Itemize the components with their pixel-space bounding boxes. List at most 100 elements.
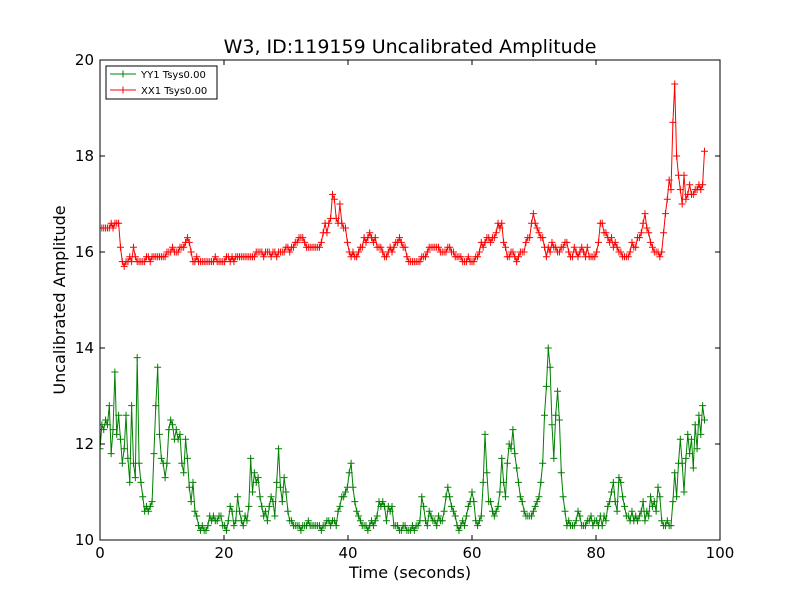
data-point-yy1	[230, 522, 238, 530]
data-point-yy1	[252, 478, 260, 486]
x-tick-label: 100	[706, 544, 735, 562]
x-tick-label: 0	[95, 544, 105, 562]
data-point-yy1	[204, 522, 212, 530]
data-point-xx1	[676, 186, 684, 194]
data-point-xx1	[342, 224, 350, 232]
data-point-xx1	[591, 253, 599, 261]
data-point-yy1	[647, 493, 655, 501]
data-point-yy1	[217, 512, 225, 520]
data-point-yy1	[581, 522, 589, 530]
data-point-yy1	[570, 522, 578, 530]
data-point-yy1	[124, 454, 132, 462]
data-point-yy1	[474, 522, 482, 530]
data-point-yy1	[226, 502, 234, 510]
y-tick-label: 10	[75, 531, 94, 549]
data-point-xx1	[658, 248, 666, 256]
data-point-xx1	[699, 181, 707, 189]
data-point-yy1	[100, 426, 108, 434]
data-point-yy1	[342, 488, 350, 496]
data-point-yy1	[356, 517, 364, 525]
data-point-yy1	[102, 416, 110, 424]
data-point-yy1	[228, 507, 236, 515]
data-point-yy1	[552, 411, 560, 419]
data-point-yy1	[477, 512, 485, 520]
data-point-yy1	[682, 454, 690, 462]
data-point-yy1	[239, 522, 247, 530]
data-point-yy1	[161, 474, 169, 482]
data-point-xx1	[548, 238, 556, 246]
data-point-yy1	[401, 522, 409, 530]
data-point-yy1	[516, 493, 524, 501]
data-point-xx1	[487, 238, 495, 246]
legend-label-xx1: XX1 Tsys0.00	[141, 86, 207, 97]
data-point-xx1	[457, 253, 465, 261]
data-point-xx1	[187, 248, 195, 256]
data-point-xx1	[637, 229, 645, 237]
data-point-yy1	[262, 507, 270, 515]
data-point-yy1	[182, 435, 190, 443]
data-point-yy1	[202, 526, 210, 534]
data-point-xx1	[602, 229, 610, 237]
data-point-xx1	[377, 243, 385, 251]
data-point-yy1	[224, 517, 232, 525]
data-point-xx1	[343, 238, 351, 246]
data-point-xx1	[673, 152, 681, 160]
data-point-xx1	[329, 190, 336, 198]
data-point-yy1	[693, 445, 701, 453]
plot-frame	[99, 59, 721, 541]
data-point-yy1	[479, 478, 487, 486]
data-point-xx1	[628, 238, 636, 246]
data-point-yy1	[236, 507, 243, 515]
data-point-yy1	[135, 459, 143, 467]
y-tick-label: 14	[75, 339, 94, 357]
data-point-yy1	[113, 430, 121, 438]
data-point-yy1	[222, 526, 230, 534]
data-point-xx1	[490, 234, 498, 242]
data-point-xx1	[559, 243, 567, 251]
data-point-yy1	[634, 517, 642, 525]
data-point-yy1	[587, 512, 595, 520]
data-point-yy1	[641, 517, 649, 525]
data-point-yy1	[107, 450, 115, 458]
data-point-xx1	[667, 186, 675, 194]
data-point-xx1	[474, 253, 482, 261]
data-point-yy1	[103, 421, 111, 429]
data-point-yy1	[505, 440, 513, 448]
data-point-yy1	[639, 498, 647, 506]
data-point-yy1	[213, 517, 221, 525]
data-point-xx1	[533, 224, 541, 232]
data-point-xx1	[362, 238, 370, 246]
data-point-xx1	[539, 234, 547, 242]
data-point-yy1	[462, 512, 470, 520]
data-point-yy1	[247, 454, 255, 462]
data-point-yy1	[652, 507, 660, 515]
data-point-yy1	[542, 382, 550, 390]
data-point-yy1	[533, 498, 541, 506]
data-point-xx1	[570, 243, 578, 251]
data-point-yy1	[304, 517, 312, 525]
data-point-yy1	[695, 411, 703, 419]
data-point-yy1	[410, 526, 418, 534]
data-point-yy1	[455, 526, 463, 534]
data-point-yy1	[498, 454, 506, 462]
data-point-xx1	[289, 243, 297, 251]
ticks-layer: 0 20 40 60 80 100 10 12 14 16 18 20	[75, 51, 734, 562]
data-point-xx1	[526, 234, 534, 242]
data-point-xx1	[529, 210, 537, 218]
plot-area	[100, 60, 720, 540]
data-point-xx1	[397, 238, 405, 246]
legend-entries: YY1 Tsys0.00 XX1 Tsys0.00	[110, 70, 207, 97]
data-point-yy1	[425, 507, 433, 515]
data-point-yy1	[340, 493, 348, 501]
data-point-yy1	[464, 502, 472, 510]
data-point-xx1	[598, 219, 606, 227]
data-point-yy1	[648, 502, 656, 510]
data-point-xx1	[161, 253, 169, 261]
data-point-xx1	[522, 238, 530, 246]
data-point-yy1	[678, 459, 686, 467]
data-point-yy1	[593, 517, 601, 525]
data-point-yy1	[451, 512, 459, 520]
data-point-yy1	[535, 493, 543, 501]
data-point-yy1	[254, 474, 262, 482]
